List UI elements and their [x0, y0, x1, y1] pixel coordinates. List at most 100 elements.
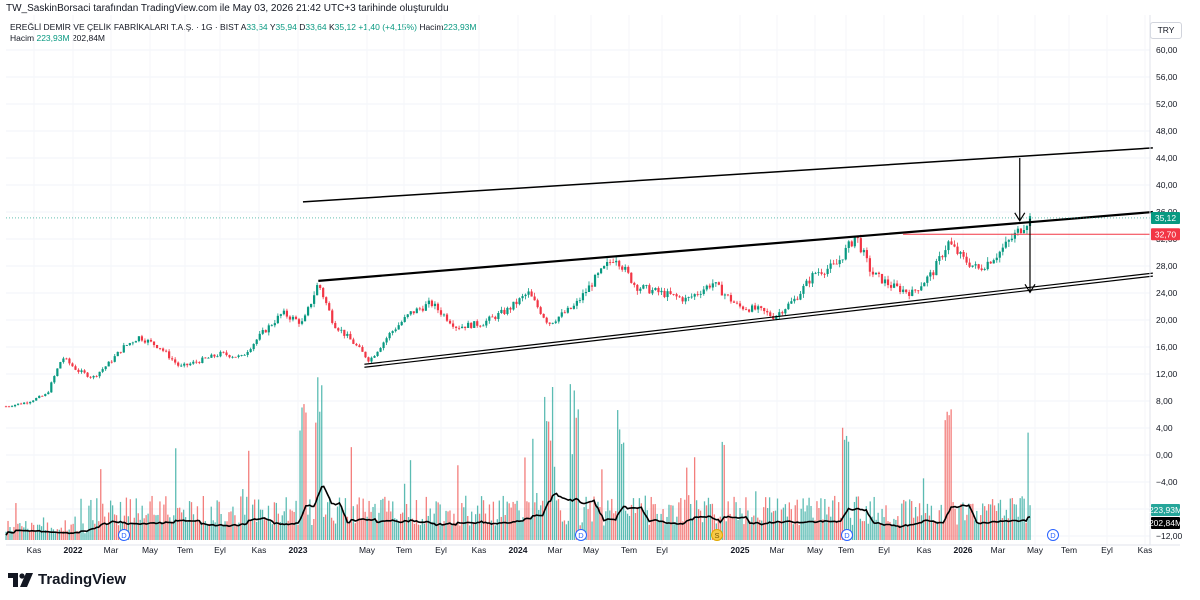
volume-bar — [826, 514, 828, 540]
volume-bar — [546, 421, 548, 540]
volume-bar — [583, 507, 585, 540]
price-tick-label: 16,00 — [1156, 342, 1178, 352]
candle-body — [515, 301, 518, 305]
candle-body — [116, 351, 119, 357]
candle-body — [920, 286, 923, 291]
volume-bar — [354, 523, 356, 540]
volume-bar — [252, 504, 254, 540]
volume-bar — [875, 519, 877, 540]
candle-body — [231, 356, 234, 358]
time-tick-label: Tem — [396, 545, 412, 555]
volume-bar — [273, 502, 276, 540]
volume-bar — [437, 502, 439, 540]
volume-bar — [378, 512, 380, 540]
candle-body — [793, 298, 796, 302]
volume-bar — [654, 504, 656, 540]
volume-bar — [380, 499, 382, 540]
candle-body — [895, 283, 899, 286]
volume-bar — [332, 520, 335, 540]
candle-body — [1022, 230, 1026, 234]
time-tick-label: May — [583, 545, 600, 555]
candle-body — [13, 404, 17, 407]
time-tick-label: 2024 — [509, 545, 528, 555]
candle-body — [421, 308, 424, 311]
tradingview-logo[interactable]: TradingView — [8, 571, 126, 588]
volume-bar — [619, 429, 621, 540]
event-marker-label: S — [714, 531, 719, 540]
volume-bar — [599, 507, 601, 540]
volume-bar — [632, 498, 635, 540]
candle-body — [566, 307, 569, 313]
event-marker-label: D — [121, 531, 127, 540]
candle-body — [485, 320, 488, 326]
volume-bar — [573, 390, 575, 540]
volume-bar — [330, 517, 333, 540]
candle-body — [92, 375, 95, 378]
candle-body — [844, 247, 847, 260]
price-tick-label: −4,00 — [1156, 477, 1178, 487]
candle-body — [246, 352, 249, 355]
candle-body — [252, 343, 255, 350]
volume-bar — [295, 500, 297, 540]
volume-bar — [299, 430, 301, 540]
volume-bar — [175, 448, 177, 540]
volume-bar — [834, 495, 836, 540]
tradingview-logo-icon — [8, 572, 33, 587]
candle-body — [328, 303, 331, 311]
candle-body — [134, 341, 137, 343]
volume-bar — [849, 517, 852, 540]
volume-bar — [520, 519, 522, 540]
symbol-name[interactable]: EREĞLİ DEMİR VE ÇELİK FABRİKALARI T.A.Ş.… — [10, 22, 239, 32]
candle-body — [403, 317, 406, 322]
volume-bar — [561, 521, 564, 540]
volume-bar — [843, 439, 846, 540]
volume-bar — [745, 497, 747, 540]
price-tick-label: 4,00 — [1156, 423, 1173, 433]
candle-body — [195, 361, 198, 363]
time-tick-label: Eyl — [214, 545, 226, 555]
candle-body — [868, 258, 872, 272]
volume-bar — [384, 496, 386, 540]
volume-bar — [263, 517, 266, 540]
volume-bar — [167, 514, 169, 540]
high-value: 35,94 — [275, 22, 297, 32]
volume-bar — [705, 505, 708, 540]
volume-bar — [839, 517, 842, 540]
volume-bar — [100, 469, 102, 540]
candle-body — [23, 402, 26, 405]
volume-bar — [792, 524, 794, 540]
candle-body — [669, 291, 672, 295]
volume-bar — [814, 520, 816, 540]
candle-body — [461, 326, 464, 329]
volume-bar — [206, 524, 208, 540]
candle-body — [802, 285, 805, 294]
volume-bar — [920, 515, 923, 540]
volume-bar — [895, 519, 897, 540]
volume-bar — [510, 507, 512, 540]
volume-bar — [828, 506, 830, 540]
volume-bar — [686, 467, 688, 540]
candle-body — [826, 268, 829, 275]
volume-bar — [743, 524, 745, 540]
volume-bar — [104, 516, 106, 540]
close-label: K — [329, 22, 335, 32]
volume-bar — [423, 523, 425, 540]
volume-bar — [636, 507, 639, 540]
candle-body — [741, 306, 745, 310]
volume-bar — [386, 511, 388, 540]
volume-bar — [824, 499, 826, 540]
candle-body — [47, 392, 50, 395]
volume-bar — [952, 502, 954, 540]
volume-bar — [250, 519, 252, 540]
volume-label[interactable]: Hacim — [10, 33, 35, 43]
volume-bar — [179, 507, 181, 540]
volume-bar — [125, 497, 128, 540]
candle-body — [282, 310, 285, 315]
volume-bar — [690, 503, 692, 540]
candle-body — [65, 358, 68, 360]
candle-body — [760, 306, 763, 308]
volume-bar — [78, 531, 80, 540]
volume-bar — [780, 509, 783, 540]
volume-bar — [133, 517, 135, 540]
